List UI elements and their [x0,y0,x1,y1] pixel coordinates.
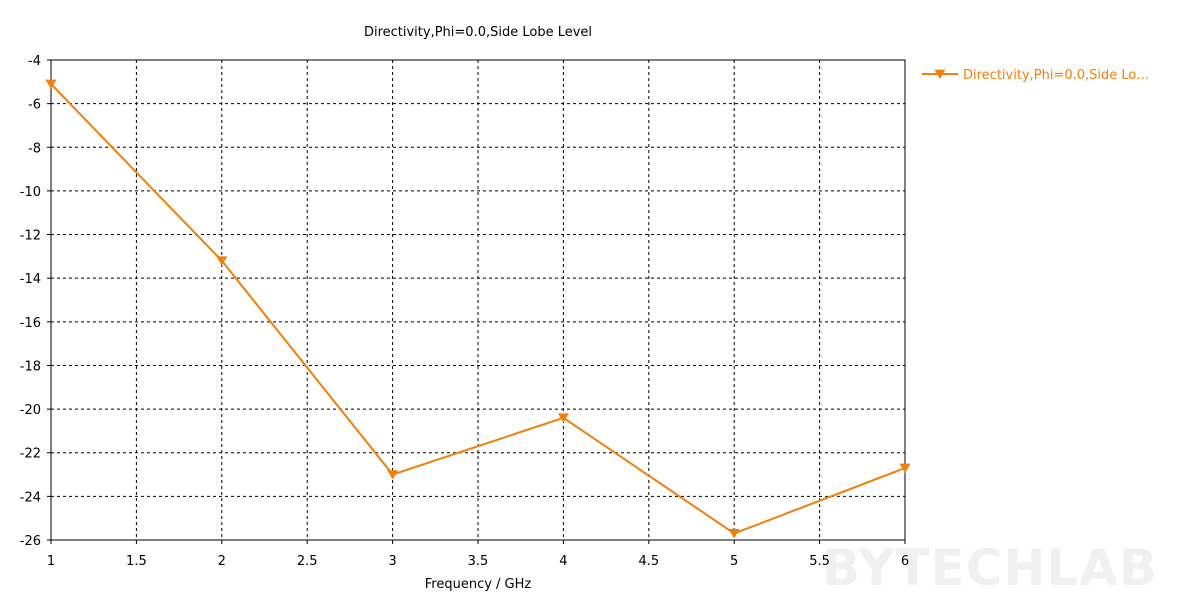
y-tick-label: -22 [20,447,41,462]
x-tick-label: 6 [901,554,909,569]
x-axis-label: Frequency / GHz [425,577,532,592]
x-tick-label: 5 [730,554,738,569]
x-tick-label: 3.5 [468,554,489,569]
x-tick-label: 4 [559,554,567,569]
y-tick-label: -16 [20,316,41,331]
x-tick-label: 1.5 [126,554,147,569]
data-point-marker [387,470,399,480]
x-tick-label: 1 [47,554,55,569]
data-point-marker [45,79,57,89]
y-tick-label: -12 [20,229,41,244]
y-tick-label: -18 [20,359,41,374]
y-tick-label: -24 [20,490,41,505]
y-tick-label: -14 [20,272,41,287]
x-tick-label: 3 [388,554,396,569]
x-tick-label: 4.5 [638,554,659,569]
y-tick-label: -20 [20,403,41,418]
x-tick-label: 5.5 [809,554,830,569]
series-layer [45,79,911,539]
x-axis-ticks: 1 1.5 2 2.5 3 3.5 4 4.5 5 5.5 6 [47,540,909,569]
data-point-marker [899,463,911,473]
x-tick-label: 2 [218,554,226,569]
y-axis-ticks: -4 -6 -8 -10 -12 -14 -16 -18 -20 -22 -24 -26 [20,54,51,549]
y-tick-label: -4 [28,54,41,69]
data-point-marker [728,529,740,539]
data-point-marker [557,413,569,423]
watermark: BYTECHLAB [822,539,1158,597]
legend[interactable]: Directivity,Phi=0.0,Side Lo… [922,68,1149,83]
legend-swatch-marker [934,69,946,79]
grid [51,60,905,540]
x-tick-label: 2.5 [297,554,318,569]
y-tick-label: -26 [20,534,41,549]
legend-label: Directivity,Phi=0.0,Side Lo… [963,68,1149,83]
series-line [50,83,906,535]
y-tick-label: -8 [28,141,41,156]
chart-title: Directivity,Phi=0.0,Side Lobe Level [364,25,592,40]
y-tick-label: -10 [20,185,41,200]
data-point-marker [216,256,228,266]
y-tick-label: -6 [28,98,41,113]
